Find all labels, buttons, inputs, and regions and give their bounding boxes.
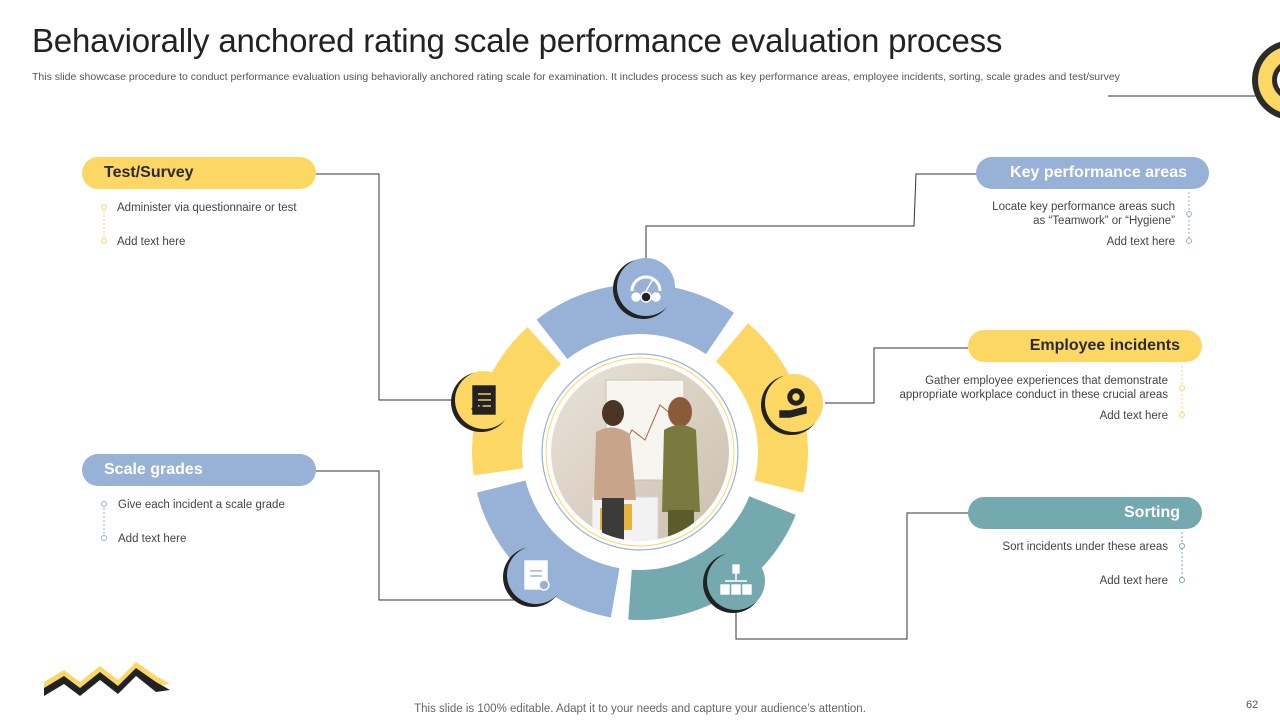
key-performance-bullet-2: Add text here [1106, 236, 1175, 248]
step-scale-grades-pill: Scale grades [82, 454, 316, 486]
step-employee-incidents-label: Employee incidents [1029, 337, 1180, 354]
employee-incidents-bullet-1a: Gather employee experiences that demonst… [925, 375, 1168, 387]
step-key-performance-pill: Key performance areas [976, 157, 1209, 189]
step-test-survey-label: Test/Survey [104, 164, 194, 181]
inner-yellow-outline [545, 357, 735, 547]
sorting-bullet-2: Add text here [1099, 575, 1168, 587]
gear-hand-icon [761, 374, 823, 435]
clipboard-icon [451, 371, 513, 432]
sorting-bullet-1: Sort incidents under these areas [1002, 541, 1168, 553]
decorative-ring-icon [1108, 41, 1280, 119]
connector-lines [316, 173, 978, 640]
ring-segment-sorting [628, 496, 796, 621]
bullet-dots [101, 204, 1192, 583]
page-subtitle: This slide showcase procedure to conduct… [32, 71, 1120, 83]
footer-text: This slide is 100% editable. Adapt it to… [414, 703, 866, 715]
footer-note: This slide is 100% editable. Adapt it to… [0, 703, 1280, 715]
step-key-performance-label: Key performance areas [1010, 164, 1187, 181]
test-survey-bullet-2: Add text here [117, 236, 186, 248]
meeting-photo [551, 363, 729, 541]
page-title: Behaviorally anchored rating scale perfo… [32, 22, 1003, 59]
test-survey-bullet-1: Administer via questionnaire or test [117, 202, 297, 214]
page-number: 62 [1246, 699, 1259, 711]
gauge-icon [613, 258, 675, 319]
scale-grades-bullet-1: Give each incident a scale grade [118, 499, 285, 511]
employee-incidents-bullet-1b: appropriate workplace conduct in these c… [899, 389, 1168, 401]
grade-sheet-icon [503, 546, 565, 607]
step-sorting-pill: Sorting [968, 497, 1202, 529]
decorative-zigzag-icon [44, 662, 170, 696]
step-employee-incidents-pill: Employee incidents [968, 330, 1202, 362]
step-scale-grades-label: Scale grades [104, 461, 203, 478]
ring-segment-key-performance-areas [536, 283, 734, 360]
inner-blue-outline [541, 353, 739, 551]
employee-incidents-bullet-2: Add text here [1099, 410, 1168, 422]
step-test-survey-pill: Test/Survey [82, 157, 316, 189]
sorting-icon [703, 552, 765, 613]
ring-segment-test-survey [472, 327, 562, 476]
step-sorting-label: Sorting [1124, 504, 1180, 521]
key-performance-bullet-1b: as “Teamwork” or “Hygiene” [1033, 215, 1175, 227]
key-performance-bullet-1a: Locate key performance areas such [992, 201, 1175, 213]
scale-grades-bullet-2: Add text here [118, 533, 187, 545]
